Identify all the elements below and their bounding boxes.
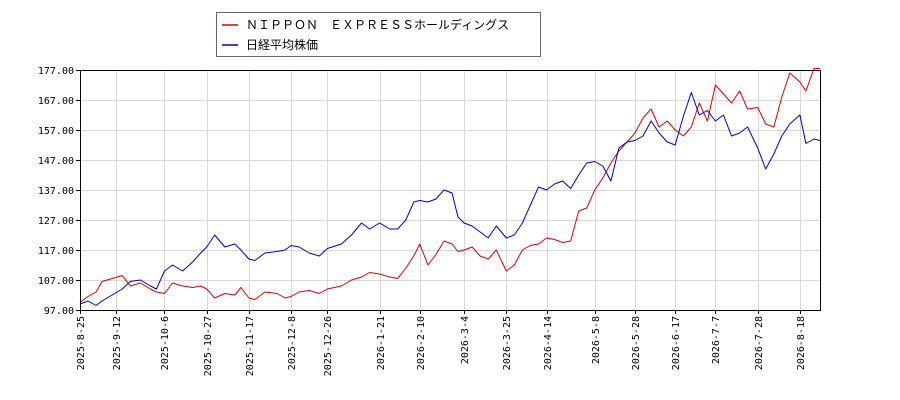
legend-label-series-2: 日経平均株価 [246, 37, 318, 52]
x-tick-label: 2025-10-27 [203, 316, 214, 376]
x-tick-label: 2025-9-12 [112, 316, 123, 370]
x-tick-label: 2026-7-7 [711, 316, 722, 364]
x-tick-label: 2025-12-26 [323, 316, 334, 376]
x-tick-label: 2026-1-21 [376, 316, 387, 370]
series-layer [79, 68, 821, 306]
plot-frame [80, 70, 821, 311]
series-line-1 [79, 68, 820, 303]
y-tick-label: 117.00 [38, 246, 74, 257]
x-tick-label: 2026-7-28 [754, 316, 765, 370]
x-tick-label: 2025-12-8 [287, 316, 298, 370]
x-tick-label: 2025-11-17 [245, 316, 256, 376]
legend-label-series-1: ＮＩＰＰＯＮ ＥＸＰＲＥＳＳホールディングス [246, 17, 509, 32]
y-tick-label: 167.00 [38, 96, 74, 107]
x-tick-label: 2025-8-25 [76, 316, 87, 370]
grid-layer [80, 70, 820, 311]
y-tick-label: 97.00 [44, 306, 74, 317]
y-tick-label: 147.00 [38, 156, 74, 167]
legend-box [216, 12, 541, 57]
y-tick-labels: 97.00 107.00 117.00 127.00 137.00 147.00 157.0… [38, 66, 80, 317]
x-tick-label: 2026-5-8 [591, 316, 602, 364]
x-tick-label: 2026-3-25 [502, 316, 513, 370]
x-tick-label: 2026-5-28 [631, 316, 642, 370]
x-tick-label: 2026-8-18 [796, 316, 807, 370]
x-tick-label: 2026-2-10 [416, 316, 427, 370]
x-tick-labels: 2025-8-25 2025-9-12 2025-10-6 2025-10-27 202… [76, 310, 807, 376]
x-tick-label: 2026-6-17 [671, 316, 682, 370]
x-tick-label: 2025-10-6 [160, 316, 171, 370]
x-tick-label: 2026-4-14 [543, 316, 554, 370]
y-tick-label: 127.00 [38, 216, 74, 227]
y-tick-label: 137.00 [38, 186, 74, 197]
series-line-2 [79, 92, 821, 306]
y-tick-label: 177.00 [38, 66, 74, 77]
y-tick-label: 157.00 [38, 126, 74, 137]
x-tick-label: 2026-3-4 [460, 316, 471, 364]
y-tick-label: 107.00 [38, 276, 74, 287]
legend: ＮＩＰＰＯＮ ＥＸＰＲＥＳＳホールディングス 日経平均株価 [216, 12, 541, 57]
